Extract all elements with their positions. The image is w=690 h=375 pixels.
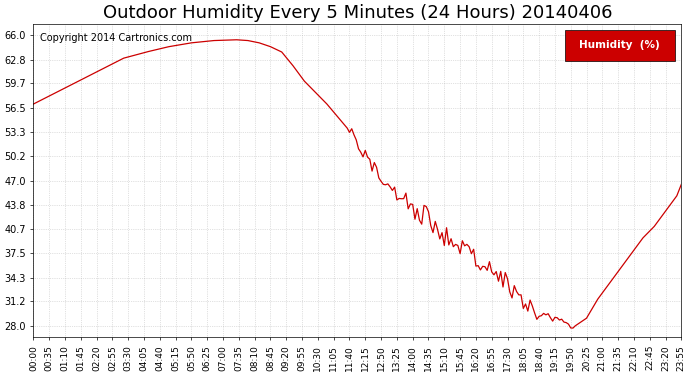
Text: Copyright 2014 Cartronics.com: Copyright 2014 Cartronics.com [40,33,192,43]
FancyBboxPatch shape [564,30,675,62]
Title: Outdoor Humidity Every 5 Minutes (24 Hours) 20140406: Outdoor Humidity Every 5 Minutes (24 Hou… [103,4,612,22]
Text: Humidity  (%): Humidity (%) [580,40,660,50]
